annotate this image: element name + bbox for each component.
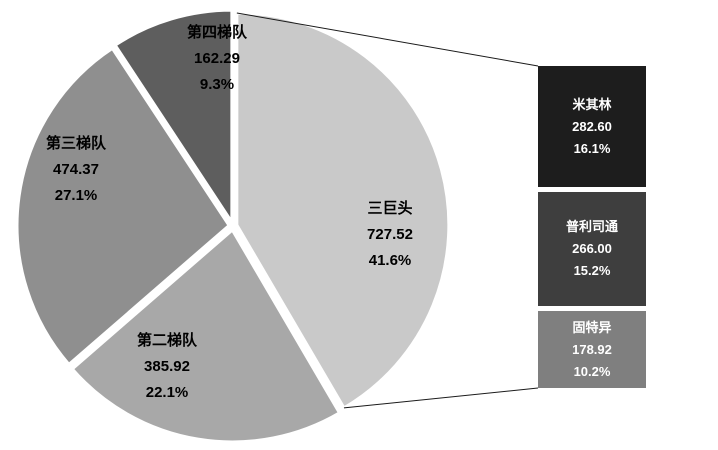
bar-segment-bridgestone: 普利司通 266.00 15.2% (538, 192, 646, 307)
slice-percent: 27.1% (54, 187, 98, 204)
slice-value: 385.92 (144, 358, 190, 375)
segment-value: 282.60 (572, 118, 612, 134)
slice-label-big-three: 三巨头 727.52 41.6% (367, 196, 413, 274)
slice-percent: 22.1% (145, 384, 189, 401)
segment-percent: 16.1% (573, 140, 611, 156)
segment-value: 266.00 (572, 241, 612, 257)
pie-slice-3 (15, 46, 231, 366)
pie-slice-4 (113, 8, 234, 224)
segment-value: 178.92 (572, 341, 612, 357)
segment-percent: 10.2% (573, 363, 611, 379)
segment-name: 普利司通 (565, 219, 618, 235)
slice-value: 727.52 (367, 226, 413, 243)
segment-percent: 15.2% (573, 263, 611, 279)
pie-slice-2 (70, 228, 341, 444)
slice-percent: 9.3% (199, 76, 235, 93)
bar-segment-goodyear: 固特异 178.92 10.2% (538, 311, 646, 388)
slice-label-tier-four: 第四梯队 162.29 9.3% (187, 20, 247, 98)
slice-value: 162.29 (194, 50, 240, 67)
slice-name: 第二梯队 (136, 332, 198, 349)
slice-label-tier-two: 第二梯队 385.92 22.1% (137, 328, 197, 406)
slice-name: 第三梯队 (45, 135, 107, 152)
slice-percent: 41.6% (368, 252, 412, 269)
bar-segment-michelin: 米其林 282.60 16.1% (538, 66, 646, 188)
slice-name: 第四梯队 (186, 24, 248, 41)
leader-line-bottom (343, 387, 539, 409)
slice-name: 三巨头 (367, 200, 413, 217)
segment-name: 固特异 (572, 319, 612, 335)
leader-line-top (236, 12, 539, 67)
slice-label-tier-three: 第三梯队 474.37 27.1% (46, 131, 106, 209)
breakdown-bar: 米其林 282.60 16.1% 普利司通 266.00 15.2% 固特异 1… (538, 66, 646, 388)
segment-name: 米其林 (572, 96, 612, 112)
slice-value: 474.37 (53, 161, 99, 178)
